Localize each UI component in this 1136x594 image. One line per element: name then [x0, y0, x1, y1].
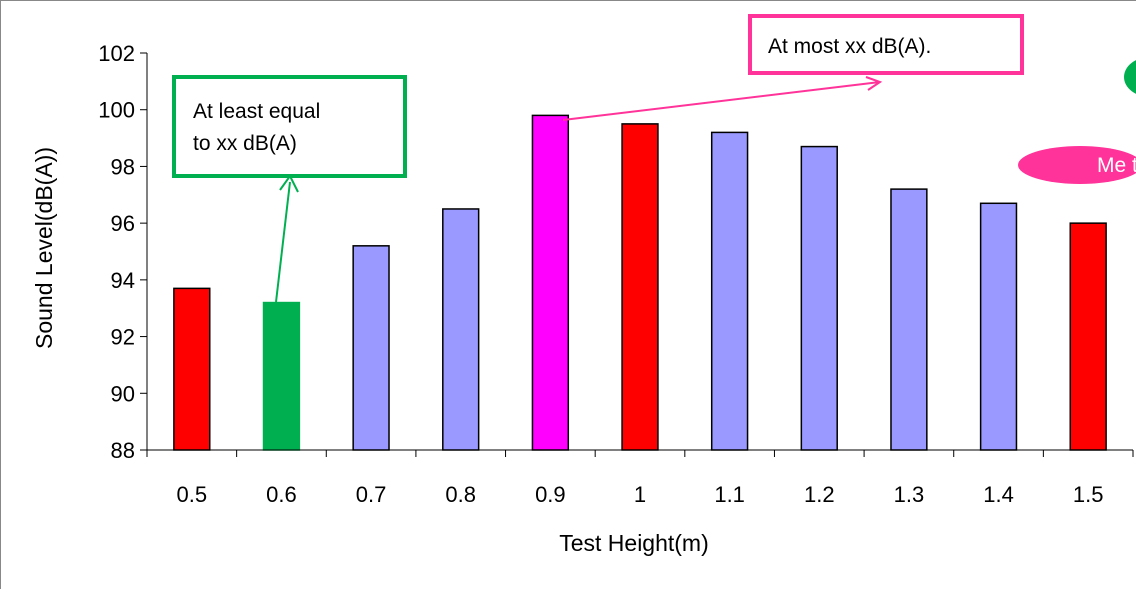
x-tick-label-0.5: 0.5	[177, 482, 208, 507]
y-tick-label-96: 96	[111, 211, 135, 236]
bar-1.2	[801, 147, 837, 450]
x-tick-label-1.3: 1.3	[894, 482, 925, 507]
y-tick-label-100: 100	[98, 98, 135, 123]
bar-1.5	[1070, 223, 1106, 450]
x-tick-label-1.2: 1.2	[804, 482, 835, 507]
x-tick-label-0.9: 0.9	[535, 482, 566, 507]
bar-1.4	[981, 203, 1017, 450]
x-tick-label-1: 1	[634, 482, 646, 507]
x-tick-label-1.5: 1.5	[1073, 482, 1104, 507]
max-callout-text: At most xx dB(A).	[768, 35, 931, 58]
y-tick-label-92: 92	[111, 325, 135, 350]
bar-0.6	[264, 303, 300, 450]
bar-1.3	[891, 189, 927, 450]
me-too-text: Me to	[1097, 154, 1136, 177]
x-tick-label-1.1: 1.1	[714, 482, 745, 507]
bar-1	[622, 124, 658, 450]
bar-0.9	[532, 115, 568, 450]
y-axis-title: Sound Level(dB(A))	[31, 147, 57, 349]
min-callout-box	[174, 77, 405, 176]
min-callout-line-1: At least equal	[193, 100, 320, 123]
min-callout-line-2: to xx dB(A)	[193, 132, 297, 155]
y-tick-label-98: 98	[111, 154, 135, 179]
x-axis-title: Test Height(m)	[559, 530, 709, 556]
x-tick-label-0.6: 0.6	[266, 482, 297, 507]
bar-0.5	[174, 288, 210, 450]
x-tick-label-0.8: 0.8	[445, 482, 476, 507]
y-tick-label-90: 90	[111, 381, 135, 406]
x-tick-label-1.4: 1.4	[983, 482, 1014, 507]
bar-0.8	[443, 209, 479, 450]
y-tick-label-102: 102	[98, 41, 135, 66]
y-tick-label-94: 94	[111, 268, 135, 293]
bar-1.1	[712, 132, 748, 450]
x-tick-label-0.7: 0.7	[356, 482, 387, 507]
bar-0.7	[353, 246, 389, 450]
y-tick-label-88: 88	[111, 438, 135, 463]
